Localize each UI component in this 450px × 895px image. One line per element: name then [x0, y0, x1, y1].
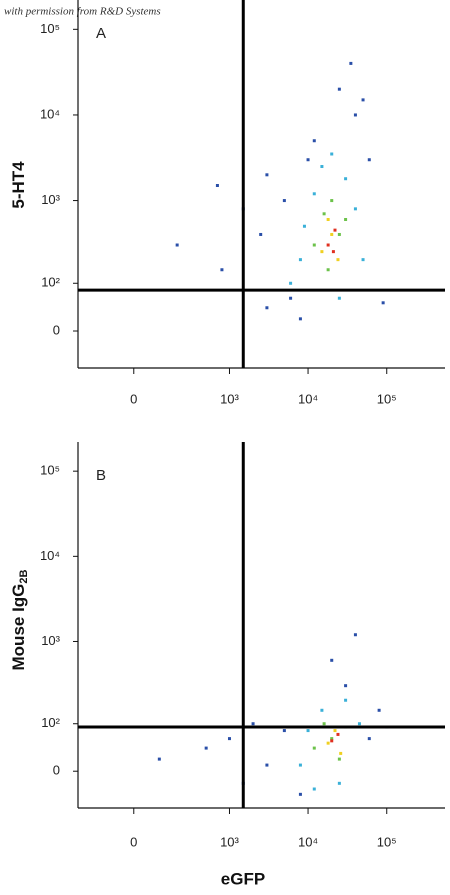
point — [265, 306, 269, 310]
point — [312, 243, 316, 247]
point — [302, 224, 306, 228]
point — [282, 729, 286, 733]
point — [337, 296, 341, 300]
point — [367, 158, 371, 162]
point — [330, 739, 334, 743]
x-tick-label: 10³ — [220, 391, 239, 406]
point — [337, 757, 341, 761]
y-tick-label: 10⁵ — [40, 21, 60, 36]
x-tick-label: 10⁵ — [377, 834, 397, 849]
point — [353, 633, 357, 637]
point — [326, 243, 330, 247]
point — [344, 218, 348, 222]
point — [326, 218, 330, 222]
point — [312, 192, 316, 196]
point — [339, 751, 343, 755]
y-tick-label: 10⁴ — [40, 548, 60, 563]
point — [320, 708, 324, 712]
point — [361, 98, 365, 102]
y-axis-label: 5-HT4 — [9, 161, 28, 209]
point — [220, 268, 224, 272]
point — [330, 199, 334, 203]
point — [251, 722, 255, 726]
point — [312, 139, 316, 143]
point — [349, 61, 353, 65]
point — [175, 243, 179, 247]
y-tick-label: 10³ — [41, 192, 60, 207]
y-axis-label-sub: 2B — [18, 569, 30, 583]
point — [357, 722, 361, 726]
x-tick-label: 0 — [130, 391, 137, 406]
point — [330, 658, 334, 662]
point — [215, 184, 219, 188]
point — [337, 781, 341, 785]
point — [353, 113, 357, 117]
panel-label: B — [96, 467, 106, 484]
point — [353, 207, 357, 211]
point — [298, 792, 302, 796]
point — [367, 737, 371, 741]
point — [265, 763, 269, 767]
x-tick-label: 10³ — [220, 834, 239, 849]
x-tick-label: 10⁴ — [298, 391, 318, 406]
point — [361, 258, 365, 262]
point — [320, 250, 324, 254]
point — [322, 212, 326, 216]
point — [344, 698, 348, 702]
point — [330, 152, 334, 156]
point — [330, 737, 334, 741]
point — [259, 232, 263, 236]
y-tick-label: 10² — [41, 275, 60, 290]
point — [377, 708, 381, 712]
point — [227, 737, 231, 741]
point — [289, 281, 293, 285]
point — [333, 228, 337, 232]
panel-label: A — [96, 25, 106, 42]
point — [298, 258, 302, 262]
point — [337, 232, 341, 236]
point — [330, 232, 334, 236]
point — [322, 722, 326, 726]
y-tick-label: 10³ — [41, 633, 60, 648]
point — [337, 87, 341, 91]
y-axis-label: Mouse IgG2B — [9, 569, 29, 670]
point — [157, 757, 161, 761]
point — [298, 317, 302, 321]
point — [344, 177, 348, 181]
point — [298, 763, 302, 767]
watermark: with permission from R&D Systems — [4, 6, 161, 18]
point — [306, 158, 310, 162]
y-tick-label: 10⁴ — [40, 106, 60, 121]
x-tick-label: 10⁵ — [377, 391, 397, 406]
point — [282, 199, 286, 203]
point — [320, 165, 324, 169]
point — [336, 258, 340, 262]
y-tick-label: 0 — [53, 322, 60, 337]
point — [312, 787, 316, 791]
point — [204, 746, 208, 750]
point — [381, 301, 385, 305]
point — [333, 729, 337, 733]
point — [336, 732, 340, 736]
x-tick-label: 10⁴ — [298, 834, 318, 849]
point — [265, 173, 269, 177]
x-tick-label: 0 — [130, 834, 137, 849]
x-axis-label: eGFP — [221, 869, 265, 888]
y-axis-label-main: Mouse IgG — [9, 584, 28, 671]
point — [326, 741, 330, 745]
point — [331, 250, 335, 254]
point — [306, 729, 310, 733]
point — [289, 296, 293, 300]
point — [344, 684, 348, 688]
y-tick-label: 0 — [53, 763, 60, 778]
point — [326, 268, 330, 272]
point — [312, 746, 316, 750]
y-axis-label-main: 5-HT4 — [9, 161, 28, 209]
y-tick-label: 10⁵ — [40, 463, 60, 478]
y-tick-label: 10² — [41, 715, 60, 730]
